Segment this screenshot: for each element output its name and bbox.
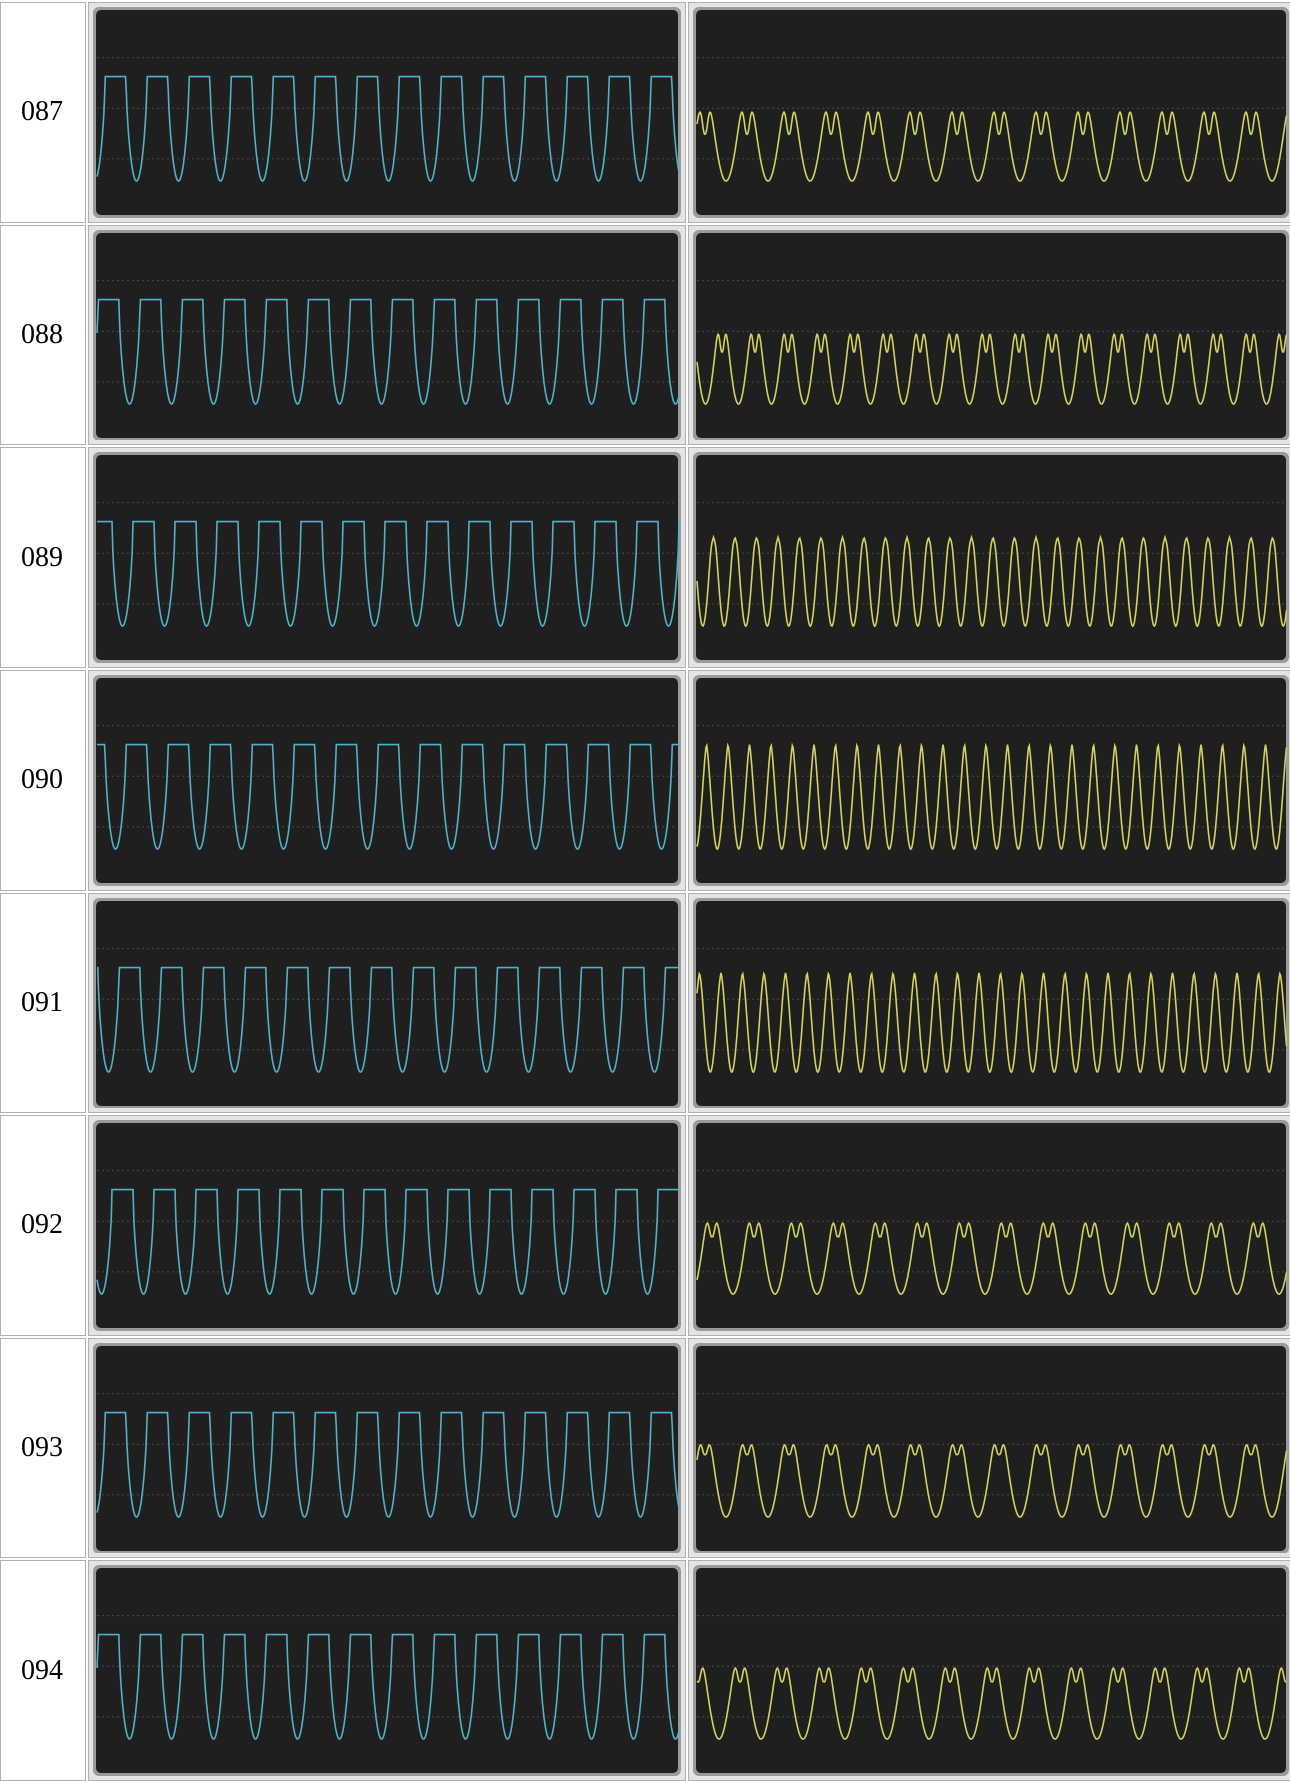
oscilloscope-capture [93, 1565, 681, 1776]
row-label: 093 [0, 1338, 86, 1559]
screenshot-cell [88, 1560, 686, 1781]
screenshot-cell [88, 2, 686, 223]
oscilloscope-capture [693, 452, 1289, 663]
oscilloscope-capture [93, 1120, 681, 1331]
screenshot-cell [88, 447, 686, 668]
scope-screen [696, 1346, 1286, 1551]
screenshot-cell [688, 893, 1290, 1114]
oscilloscope-capture [693, 1120, 1289, 1331]
scope-screen [96, 455, 678, 660]
oscilloscope-capture [93, 1343, 681, 1554]
screenshot-cell [688, 447, 1290, 668]
oscilloscope-capture [693, 1343, 1289, 1554]
row-label: 088 [0, 225, 86, 446]
row-label: 089 [0, 447, 86, 668]
scope-screen [96, 1123, 678, 1328]
screenshot-cell [688, 1115, 1290, 1336]
oscilloscope-capture [93, 7, 681, 218]
oscilloscope-capture [693, 898, 1289, 1109]
row-label: 094 [0, 1560, 86, 1781]
screenshot-cell [88, 893, 686, 1114]
oscilloscope-capture [93, 675, 681, 886]
oscilloscope-capture [693, 230, 1289, 441]
scope-screen [96, 1346, 678, 1551]
scope-screen [696, 455, 1286, 660]
screenshot-cell [688, 225, 1290, 446]
screenshot-cell [688, 2, 1290, 223]
row-label: 091 [0, 893, 86, 1114]
oscilloscope-capture [93, 898, 681, 1109]
scope-screen [696, 1123, 1286, 1328]
scope-screen [96, 1568, 678, 1773]
row-label: 092 [0, 1115, 86, 1336]
screenshot-cell [88, 1115, 686, 1336]
oscilloscope-capture [693, 1565, 1289, 1776]
scope-screen [96, 678, 678, 883]
screenshot-cell [688, 670, 1290, 891]
screenshot-cell [688, 1560, 1290, 1781]
scope-screen [696, 1568, 1286, 1773]
oscilloscope-capture [93, 230, 681, 441]
screenshot-cell [688, 1338, 1290, 1559]
screenshot-cell [88, 225, 686, 446]
oscilloscope-capture [93, 452, 681, 663]
row-label: 090 [0, 670, 86, 891]
screenshot-cell [88, 670, 686, 891]
screenshot-cell [88, 1338, 686, 1559]
row-label: 087 [0, 2, 86, 223]
scope-screen [96, 10, 678, 215]
oscilloscope-capture [693, 675, 1289, 886]
oscilloscope-capture [693, 7, 1289, 218]
scope-screen [96, 233, 678, 438]
screenshot-table: 087088089090091092093094 [0, 0, 1290, 1781]
